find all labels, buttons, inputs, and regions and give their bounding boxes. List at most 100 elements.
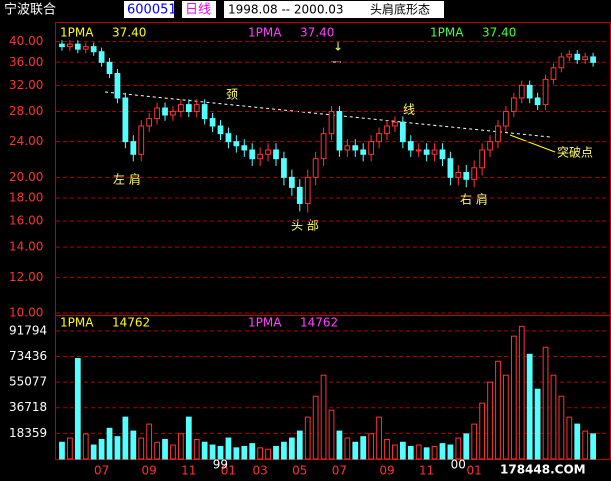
volume-bar bbox=[415, 444, 422, 460]
y-tick-label: 24.00 bbox=[9, 134, 43, 148]
y-tick-label: 28.00 bbox=[9, 104, 43, 118]
candle-body bbox=[518, 84, 525, 99]
x-tick-label: 01 bbox=[467, 464, 482, 478]
volume-bar bbox=[368, 433, 375, 460]
volume-bar bbox=[392, 444, 398, 460]
legend-value: 14762 bbox=[112, 316, 150, 330]
volume-bar bbox=[534, 388, 541, 460]
annotation: 颈 bbox=[226, 88, 238, 102]
candle-body bbox=[241, 145, 248, 151]
volume-bar bbox=[503, 374, 509, 460]
volume-bar bbox=[304, 416, 311, 460]
volume-bar bbox=[558, 395, 565, 460]
volume-bar bbox=[360, 436, 367, 460]
volume-bar bbox=[162, 438, 168, 460]
candle-body bbox=[582, 56, 589, 61]
candle-body bbox=[368, 141, 375, 155]
volume-bar bbox=[170, 444, 176, 460]
year-label: 99 bbox=[213, 458, 228, 472]
volume-bar bbox=[407, 445, 414, 460]
volume-bar bbox=[582, 430, 589, 460]
stock-code: 600051 bbox=[127, 3, 177, 18]
candle-body bbox=[304, 176, 311, 204]
candle-body bbox=[495, 125, 501, 143]
candle-body bbox=[399, 121, 406, 143]
x-tick-label: 11 bbox=[181, 464, 196, 478]
volume-bar bbox=[487, 381, 493, 460]
volume-bar bbox=[281, 441, 287, 460]
candle-body bbox=[106, 61, 113, 74]
candle-body bbox=[384, 125, 390, 135]
x-tick-label: 07 bbox=[332, 464, 347, 478]
volume-bar bbox=[479, 402, 486, 460]
volume-bar bbox=[265, 448, 271, 460]
legend-value: 37.40 bbox=[112, 26, 146, 40]
volume-bar bbox=[344, 437, 351, 460]
candle-body bbox=[415, 149, 422, 152]
candle-body bbox=[463, 172, 470, 180]
volume-bar bbox=[74, 357, 81, 460]
candle-body bbox=[273, 149, 279, 160]
candle-body bbox=[281, 158, 287, 178]
volume-bar bbox=[439, 443, 446, 460]
candle-body bbox=[288, 176, 295, 188]
x-tick-label: 07 bbox=[94, 464, 109, 478]
y-tick-label: 91794 bbox=[9, 323, 47, 337]
volume-bar bbox=[59, 441, 65, 460]
y-tick-label: 14.00 bbox=[9, 240, 43, 254]
volume-bar bbox=[122, 416, 129, 460]
candle-body bbox=[471, 167, 478, 180]
volume-bar bbox=[463, 433, 470, 460]
volume-bar bbox=[423, 447, 430, 460]
volume-bar bbox=[257, 447, 264, 460]
candle-body bbox=[376, 133, 382, 143]
period-box bbox=[182, 1, 216, 18]
volume-bar bbox=[241, 445, 248, 460]
legend-value: 37.40 bbox=[300, 26, 334, 40]
volume-bar bbox=[384, 438, 390, 460]
volume-bar bbox=[288, 437, 295, 460]
candle-body bbox=[74, 43, 81, 50]
pattern: 头肩底形态 bbox=[370, 2, 430, 17]
candle-body bbox=[344, 145, 351, 151]
legend-label: 1PMA bbox=[60, 26, 94, 40]
volume-bar bbox=[67, 437, 73, 460]
candle-body bbox=[154, 107, 160, 120]
volume-bar bbox=[542, 346, 549, 460]
y-tick-label: 40.00 bbox=[9, 34, 43, 48]
candle-body bbox=[185, 104, 192, 112]
candle-body bbox=[177, 104, 184, 112]
volume-bar bbox=[217, 445, 224, 460]
candle-body bbox=[407, 141, 414, 151]
volume-bar bbox=[185, 416, 192, 460]
legend-label: 1PMA bbox=[60, 316, 94, 330]
volume-bar bbox=[431, 445, 438, 460]
watermark: 178448.COM bbox=[500, 463, 586, 477]
y-tick-label: 36718 bbox=[9, 400, 47, 414]
arrow: ↓ bbox=[333, 40, 343, 54]
candle-body bbox=[257, 153, 264, 160]
volume-bar bbox=[471, 423, 478, 460]
range-box bbox=[224, 1, 444, 18]
date-range: 1998.08 -- 2000.03 bbox=[228, 3, 344, 17]
candle-body bbox=[566, 53, 573, 58]
candle-body bbox=[146, 118, 153, 127]
candle-body bbox=[122, 97, 129, 143]
volume-bar bbox=[320, 374, 327, 460]
volume-bar bbox=[138, 437, 145, 460]
volume-bar bbox=[90, 444, 97, 460]
volume-bar bbox=[455, 437, 462, 460]
volume-bar bbox=[510, 335, 517, 460]
annotation: 头 部 bbox=[291, 218, 319, 233]
y-tick-label: 12.00 bbox=[9, 270, 43, 284]
candle-body bbox=[360, 149, 367, 155]
volume-bar bbox=[376, 416, 382, 460]
candle-body bbox=[328, 110, 335, 135]
candle-body bbox=[296, 186, 303, 204]
stock-name: 宁波联合 bbox=[4, 2, 56, 18]
volume-bar bbox=[336, 430, 343, 460]
breakout-pointer bbox=[509, 134, 556, 153]
volume-bar bbox=[312, 395, 319, 460]
